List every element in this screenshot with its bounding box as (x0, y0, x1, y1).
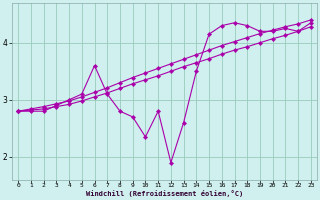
X-axis label: Windchill (Refroidissement éolien,°C): Windchill (Refroidissement éolien,°C) (86, 190, 243, 197)
